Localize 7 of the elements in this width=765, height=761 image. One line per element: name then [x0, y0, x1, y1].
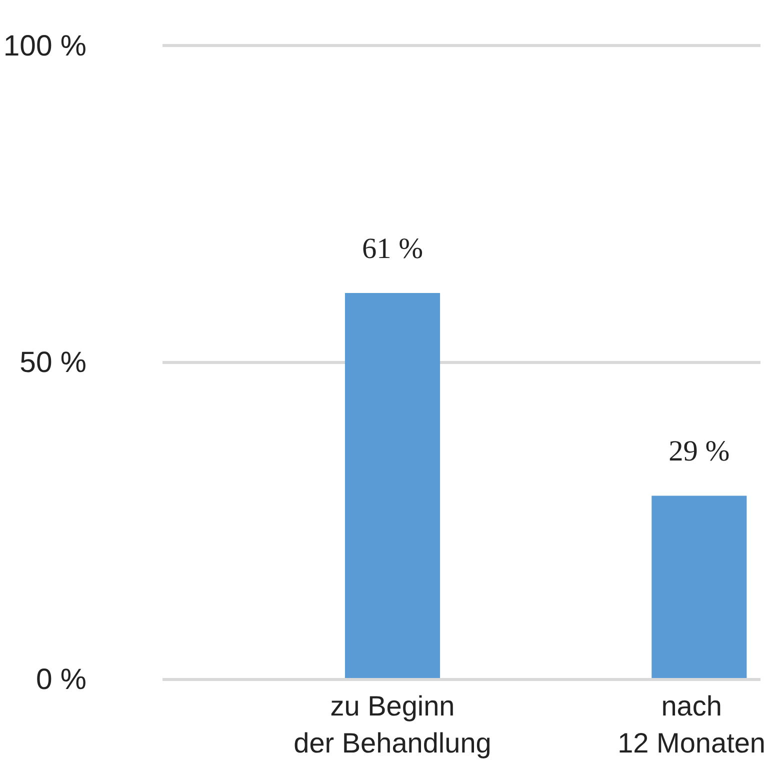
- text: 61 %: [362, 232, 424, 265]
- x-tick-label: nach 12 Monaten: [618, 690, 765, 759]
- text: 29 %: [668, 436, 730, 468]
- y-tick-label: 0 %: [36, 663, 87, 696]
- x-tick-label: zu Beginn der Behandlung: [294, 690, 492, 759]
- y-tick-label: 100 %: [3, 29, 87, 62]
- y-tick-label: 50 %: [20, 346, 87, 380]
